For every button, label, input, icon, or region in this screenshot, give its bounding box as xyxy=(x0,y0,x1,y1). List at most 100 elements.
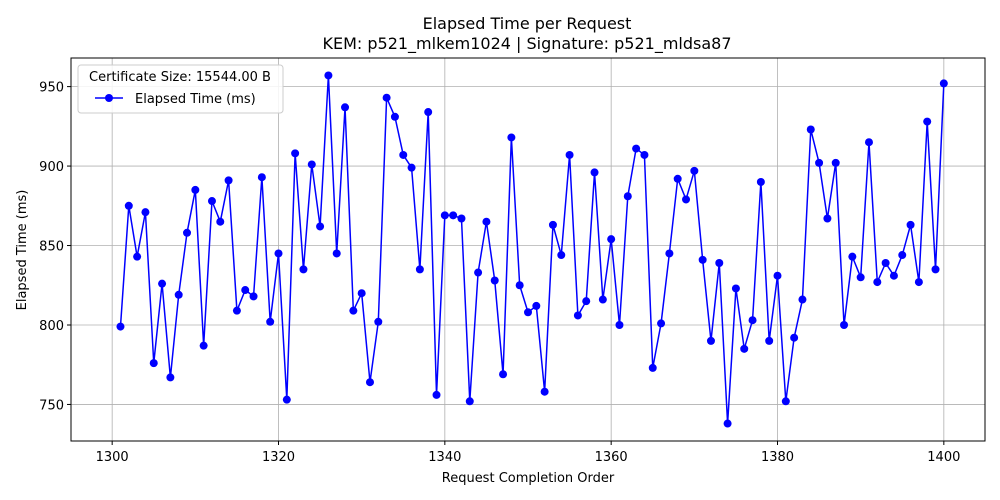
data-point xyxy=(257,173,266,182)
data-point xyxy=(657,319,666,328)
data-point xyxy=(158,279,167,288)
data-point xyxy=(299,265,308,274)
data-point xyxy=(565,150,574,159)
data-point xyxy=(723,419,732,428)
grid-lines xyxy=(71,58,985,441)
data-point xyxy=(898,251,907,260)
data-point xyxy=(665,249,674,258)
data-point xyxy=(632,144,641,153)
data-point xyxy=(607,235,616,244)
data-point xyxy=(781,397,790,406)
data-point xyxy=(465,397,474,406)
x-tick-label: 1400 xyxy=(927,450,960,465)
data-point xyxy=(515,281,524,290)
chart-title: Elapsed Time per Request xyxy=(423,14,632,33)
data-point xyxy=(490,276,499,285)
y-tick-label: 850 xyxy=(39,240,64,255)
data-point xyxy=(374,317,383,326)
data-point xyxy=(640,150,649,159)
data-point xyxy=(914,278,923,287)
data-point xyxy=(365,378,374,387)
legend: Certificate Size: 15544.00 B Elapsed Tim… xyxy=(77,64,284,114)
series-layer xyxy=(116,71,948,428)
data-point xyxy=(307,160,316,169)
y-tick-label: 750 xyxy=(39,398,64,413)
series-line xyxy=(119,74,945,425)
data-point xyxy=(332,249,341,258)
data-point xyxy=(224,176,233,185)
data-point xyxy=(282,395,291,404)
data-point xyxy=(482,217,491,226)
data-point xyxy=(864,138,873,147)
data-point xyxy=(715,259,724,268)
data-point xyxy=(748,316,757,325)
x-tick-label: 1360 xyxy=(595,450,628,465)
data-point xyxy=(740,344,749,353)
data-point xyxy=(341,103,350,112)
data-point xyxy=(141,208,150,217)
y-tick-label: 800 xyxy=(39,319,64,334)
data-point xyxy=(881,259,890,268)
data-point xyxy=(706,336,715,345)
data-point xyxy=(149,359,158,368)
x-tick-label: 1300 xyxy=(96,450,129,465)
legend-box xyxy=(77,64,284,114)
data-point xyxy=(731,284,740,293)
data-point xyxy=(815,158,824,167)
data-point xyxy=(415,265,424,274)
data-point xyxy=(798,295,807,304)
legend-series-label: Elapsed Time (ms) xyxy=(135,92,256,107)
data-point xyxy=(241,286,250,295)
data-point xyxy=(191,185,200,194)
data-point xyxy=(848,252,857,261)
data-point xyxy=(823,214,832,223)
data-point xyxy=(291,149,300,158)
data-point xyxy=(474,268,483,277)
y-tick-label: 950 xyxy=(39,81,64,96)
data-point xyxy=(773,271,782,280)
data-point xyxy=(199,341,208,350)
data-point xyxy=(615,320,624,329)
data-point xyxy=(806,125,815,134)
data-point xyxy=(582,297,591,306)
data-point xyxy=(390,112,399,121)
data-point xyxy=(424,108,433,117)
plot-frame xyxy=(70,57,986,442)
data-point xyxy=(499,370,508,379)
data-point xyxy=(207,197,216,206)
data-point xyxy=(598,295,607,304)
data-point xyxy=(266,317,275,326)
data-point xyxy=(906,220,915,229)
data-point xyxy=(756,177,765,186)
data-point xyxy=(216,217,225,226)
legend-marker xyxy=(105,94,113,102)
data-point xyxy=(532,301,541,310)
data-point xyxy=(856,273,865,282)
data-point xyxy=(249,292,258,301)
data-point xyxy=(349,306,358,315)
data-point xyxy=(573,311,582,320)
data-point xyxy=(183,228,192,237)
data-point xyxy=(133,252,142,261)
data-point xyxy=(648,363,657,372)
data-point xyxy=(939,79,948,88)
data-point xyxy=(274,249,283,258)
data-point xyxy=(548,220,557,229)
data-point xyxy=(540,387,549,396)
data-point xyxy=(840,320,849,329)
chart-subtitle: KEM: p521_mlkem1024 | Signature: p521_ml… xyxy=(322,34,731,54)
data-point xyxy=(432,390,441,399)
y-tick-label: 900 xyxy=(39,160,64,175)
data-point xyxy=(690,166,699,175)
data-point xyxy=(682,195,691,204)
data-point xyxy=(673,174,682,183)
data-point xyxy=(382,93,391,102)
x-tick-label: 1320 xyxy=(262,450,295,465)
data-point xyxy=(831,158,840,167)
data-point xyxy=(116,322,125,331)
x-tick-label: 1380 xyxy=(761,450,794,465)
legend-title: Certificate Size: 15544.00 B xyxy=(89,70,271,85)
data-point xyxy=(923,117,932,126)
data-point xyxy=(357,289,366,298)
